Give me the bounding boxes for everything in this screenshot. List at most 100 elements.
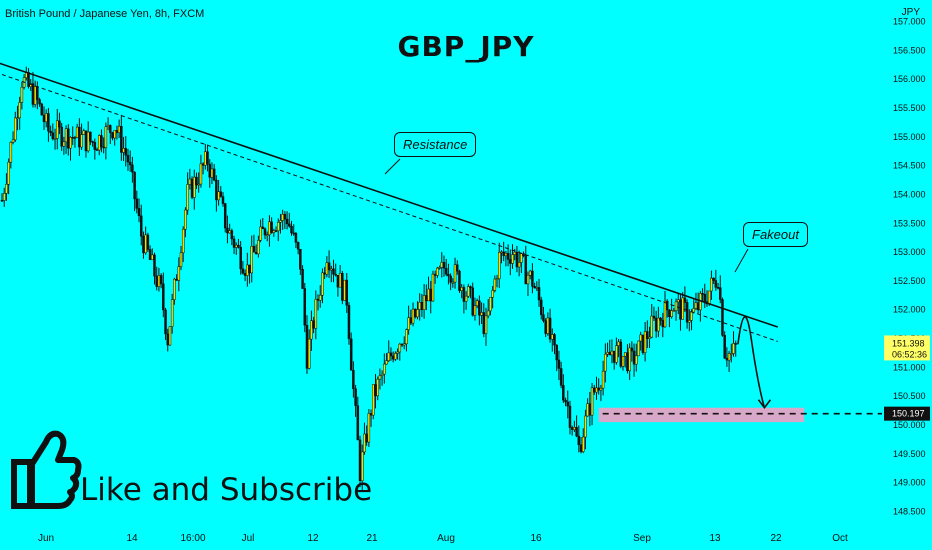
- y-tick-label: 156.500: [893, 45, 926, 55]
- candle-body: [690, 311, 693, 321]
- y-tick-label: 157.000: [893, 17, 926, 27]
- candle-body: [648, 336, 651, 339]
- candle-body: [2, 193, 6, 201]
- y-tick-label: 153.500: [893, 218, 926, 228]
- candle-body: [113, 130, 116, 139]
- candle-body: [36, 86, 39, 100]
- candle-body: [292, 232, 295, 235]
- candle-body: [378, 375, 382, 380]
- candle-body: [604, 353, 607, 372]
- candle-body: [356, 405, 360, 441]
- candle-body: [290, 225, 293, 234]
- candle-body: [511, 254, 514, 264]
- candle-body: [575, 427, 578, 437]
- candle-body: [259, 226, 262, 241]
- candle-body: [431, 273, 435, 302]
- candle-body: [82, 130, 86, 135]
- candle-body: [484, 315, 488, 334]
- candle-body: [321, 272, 324, 296]
- candle-body: [40, 103, 44, 116]
- candle-body: [526, 275, 530, 285]
- candle-body: [71, 137, 74, 139]
- candles-layer: [0, 66, 737, 491]
- candle-body: [206, 151, 209, 165]
- candle-body: [610, 350, 614, 356]
- candle-body: [619, 341, 623, 367]
- x-tick-label: 12: [307, 533, 319, 544]
- candle-body: [217, 191, 220, 201]
- candle-body: [621, 355, 625, 367]
- candle-body: [612, 350, 616, 363]
- candle-body: [221, 196, 225, 204]
- candle-body: [316, 298, 320, 301]
- candle-body: [628, 347, 631, 372]
- candle-body: [133, 171, 136, 200]
- candle-body: [396, 351, 399, 354]
- candle-body: [210, 168, 214, 178]
- candle-body: [586, 403, 589, 417]
- candle-body: [360, 451, 364, 481]
- candle-body: [579, 444, 583, 452]
- axis-layer: 157.000 156.500 156.000 155.500 155.000 154.5…: [38, 17, 930, 544]
- candle-body: [126, 154, 130, 163]
- candle-body: [354, 388, 357, 406]
- candle-body: [562, 385, 565, 401]
- candle-body: [237, 244, 240, 248]
- candle-body: [208, 163, 211, 178]
- candle-body: [64, 128, 68, 143]
- resistance-callout-pointer: [384, 158, 401, 175]
- candle-body: [47, 113, 50, 132]
- candle-body: [7, 161, 10, 185]
- candle-body: [595, 387, 598, 393]
- candle-body: [16, 117, 19, 119]
- candle-body: [584, 415, 587, 438]
- candle-body: [732, 343, 735, 354]
- candle-body: [632, 350, 636, 365]
- candle-body: [369, 413, 373, 416]
- candle-body: [89, 131, 92, 142]
- candle-body: [590, 387, 594, 416]
- current-price-label: 151.398: [892, 338, 925, 348]
- y-tick-label: 148.500: [893, 506, 926, 516]
- candle-body: [106, 125, 110, 128]
- candle-body: [330, 268, 333, 271]
- candle-body: [573, 427, 576, 430]
- candle-body: [44, 113, 48, 123]
- candle-body: [498, 252, 501, 279]
- x-tick-label: 14: [126, 533, 138, 544]
- candle-body: [515, 251, 519, 268]
- candle-body: [489, 297, 492, 312]
- y-tick-label: 154.500: [893, 161, 926, 171]
- candle-body: [195, 176, 198, 186]
- candle-body: [623, 352, 627, 357]
- candle-body: [122, 148, 125, 153]
- candle-body: [707, 290, 711, 305]
- x-tick-label: Jul: [242, 533, 255, 544]
- y-tick-label: 153.000: [893, 247, 926, 257]
- candle-body: [566, 401, 570, 407]
- candle-body: [491, 290, 494, 298]
- candle-body: [641, 334, 645, 353]
- candle-body: [427, 288, 430, 302]
- candle-body: [456, 264, 459, 272]
- candle-body: [433, 273, 437, 276]
- x-tick-label: 13: [709, 533, 721, 544]
- candle-body: [14, 117, 17, 141]
- x-tick-label: 16:00: [180, 533, 205, 544]
- candle-body: [630, 347, 634, 352]
- candle-body: [117, 126, 121, 133]
- candle-body: [294, 233, 298, 243]
- candle-body: [407, 317, 410, 330]
- candle-body: [109, 125, 112, 134]
- candle-body: [659, 317, 662, 321]
- candle-body: [652, 315, 656, 319]
- candle-body: [288, 223, 291, 227]
- candle-body: [553, 334, 556, 346]
- candle-body: [323, 272, 326, 275]
- candle-body: [581, 436, 585, 452]
- candle-body: [190, 178, 194, 198]
- candle-body: [166, 333, 169, 346]
- candle-body: [551, 334, 554, 340]
- candle-body: [252, 246, 256, 253]
- candle-body: [599, 387, 603, 391]
